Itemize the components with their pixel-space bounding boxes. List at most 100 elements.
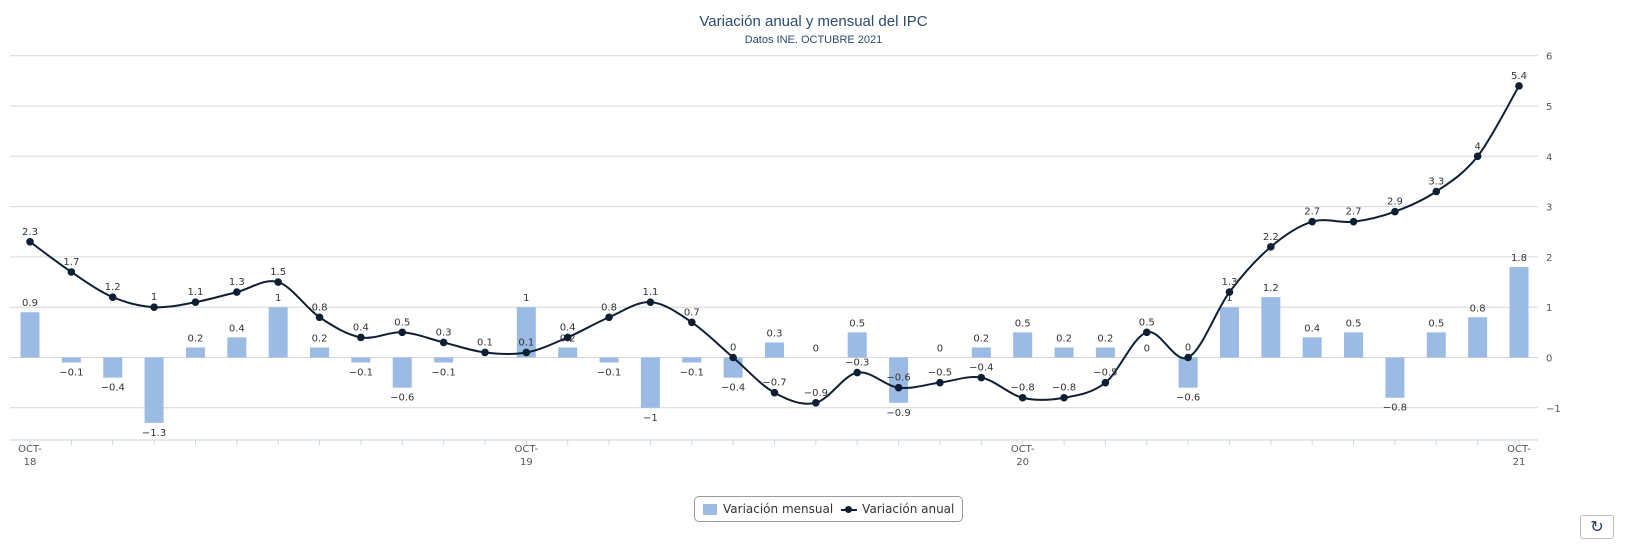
monthly-bar-label: −1 [643, 413, 658, 424]
monthly-bar [268, 307, 288, 358]
axis-layer: OCT- 18 OCT- 19 OCT- 20 OCT- 21 [10, 439, 1538, 468]
monthly-bar [640, 357, 660, 408]
annual-point [1060, 393, 1068, 402]
monthly-bar [103, 357, 123, 378]
annual-point [274, 278, 282, 286]
refresh-icon: ↻ [1590, 519, 1604, 536]
monthly-bar-label: 0.4 [229, 323, 245, 334]
annual-point [1018, 393, 1027, 402]
monthly-bar [682, 357, 702, 363]
annual-point-label: 2.2 [1263, 232, 1279, 243]
monthly-bar-label: 0 [1144, 344, 1150, 355]
monthly-bar [516, 307, 536, 358]
chart-title: Variación anual y mensual del IPC [699, 13, 928, 30]
monthly-bar [889, 357, 909, 403]
monthly-bar [144, 357, 164, 423]
annual-point-label: 2.3 [22, 227, 38, 238]
annual-point-label: 1 [151, 292, 157, 303]
monthly-bar [351, 357, 371, 363]
monthly-bar [1261, 297, 1281, 358]
annual-point-label: −0.4 [969, 363, 993, 374]
x-tick-label: 21 [1513, 457, 1526, 468]
monthly-bar-label: 0 [813, 344, 819, 355]
monthly-bar-label: 0.2 [187, 333, 203, 344]
x-tick-label: 19 [520, 457, 533, 468]
annual-point-label: 0.4 [353, 322, 369, 333]
annual-point [1391, 207, 1399, 216]
monthly-bar-label: 0.2 [1097, 333, 1113, 344]
annual-point [812, 398, 820, 407]
refresh-button[interactable]: ↻ [1580, 515, 1614, 539]
monthly-bar-label: −0.1 [597, 368, 621, 379]
annual-point [1308, 217, 1316, 226]
annual-point [315, 313, 324, 322]
annual-point-label: 2.9 [1387, 197, 1403, 208]
annual-point [26, 238, 34, 246]
monthly-bar [392, 357, 412, 388]
annual-point-label: −0.3 [845, 358, 869, 369]
monthly-bar-label: −1.3 [142, 428, 166, 439]
annual-point-label: 0.4 [560, 322, 576, 333]
annual-point [977, 373, 986, 382]
monthly-bar-label: −0.4 [721, 383, 745, 394]
legend-item-monthly[interactable]: Variación mensual [703, 502, 833, 516]
annual-point [1473, 152, 1482, 161]
y-tick-label: 6 [1546, 52, 1552, 63]
monthly-bar [20, 312, 40, 358]
monthly-bar-label: −0.1 [680, 368, 704, 379]
monthly-bar [1509, 266, 1529, 358]
annual-point [1101, 378, 1110, 387]
annual-point [1225, 288, 1234, 296]
annual-point [1184, 353, 1192, 362]
x-tick-label: 18 [24, 457, 37, 468]
annual-point-label: −0.9 [804, 388, 828, 399]
monthly-bar [1095, 347, 1115, 358]
x-tick-label: 20 [1016, 457, 1029, 468]
annual-point-label: 1.5 [270, 267, 286, 278]
chart-legend: Variación mensual Variación anual [694, 496, 964, 522]
annual-point-label: 4 [1474, 141, 1480, 152]
annual-point [605, 313, 613, 322]
y-tick-label: 0 [1546, 354, 1552, 365]
y-tick-label: 3 [1546, 203, 1552, 214]
monthly-bar [310, 347, 330, 358]
annual-point [108, 293, 117, 301]
monthly-bar [1054, 347, 1074, 358]
annual-point [936, 378, 944, 387]
x-tick-label: OCT- [1507, 444, 1531, 455]
annual-point-label: −0.8 [1052, 383, 1076, 394]
monthly-bar-label: 0.5 [849, 318, 865, 329]
x-tick-label: OCT- [1011, 444, 1035, 455]
annual-point-label: 1.7 [63, 257, 79, 268]
monthly-bar [1426, 332, 1446, 358]
bar-labels: 0.9 −0.1 −0.4 −1.3 0.2 0.4 1 0.2 −0.1 −0.6 −0.1 1 0.… [22, 253, 1527, 439]
annual-point [1349, 217, 1358, 226]
annual-point [481, 348, 489, 357]
monthly-bar [1344, 332, 1364, 358]
monthly-bar [1178, 357, 1198, 388]
annual-point-label: −0.8 [1011, 383, 1035, 394]
monthly-bar [185, 347, 205, 358]
annual-point [1515, 82, 1523, 90]
monthly-bar [599, 357, 619, 363]
annual-point [1267, 243, 1275, 251]
annual-point-label: 0.5 [394, 317, 410, 328]
annual-point [522, 348, 531, 357]
annual-labels: 2.3 1.7 1.2 1 1.1 1.3 1.5 0.8 0.4 0.5 0.3 0.1 0.1 0.4… [22, 71, 1527, 399]
annual-point-label: 0.1 [518, 337, 534, 348]
monthly-bar [434, 357, 454, 363]
legend-item-annual[interactable]: Variación anual [841, 502, 954, 516]
annual-point-label: 0.7 [684, 307, 700, 318]
monthly-bar-label: 0.5 [1428, 318, 1444, 329]
annual-point [646, 298, 655, 306]
y-tick-label: 4 [1546, 152, 1552, 163]
monthly-bar-label: 1 [275, 293, 281, 304]
annual-point-label: 1.2 [105, 282, 121, 293]
monthly-bar [847, 332, 867, 358]
annual-point-label: −0.7 [762, 378, 786, 389]
monthly-bar-label: 1 [1226, 293, 1232, 304]
monthly-bar-label: −0.1 [349, 368, 373, 379]
monthly-bar [1468, 317, 1488, 358]
monthly-bar-label: −0.6 [390, 393, 414, 404]
monthly-bar-label: −0.8 [1383, 403, 1407, 414]
